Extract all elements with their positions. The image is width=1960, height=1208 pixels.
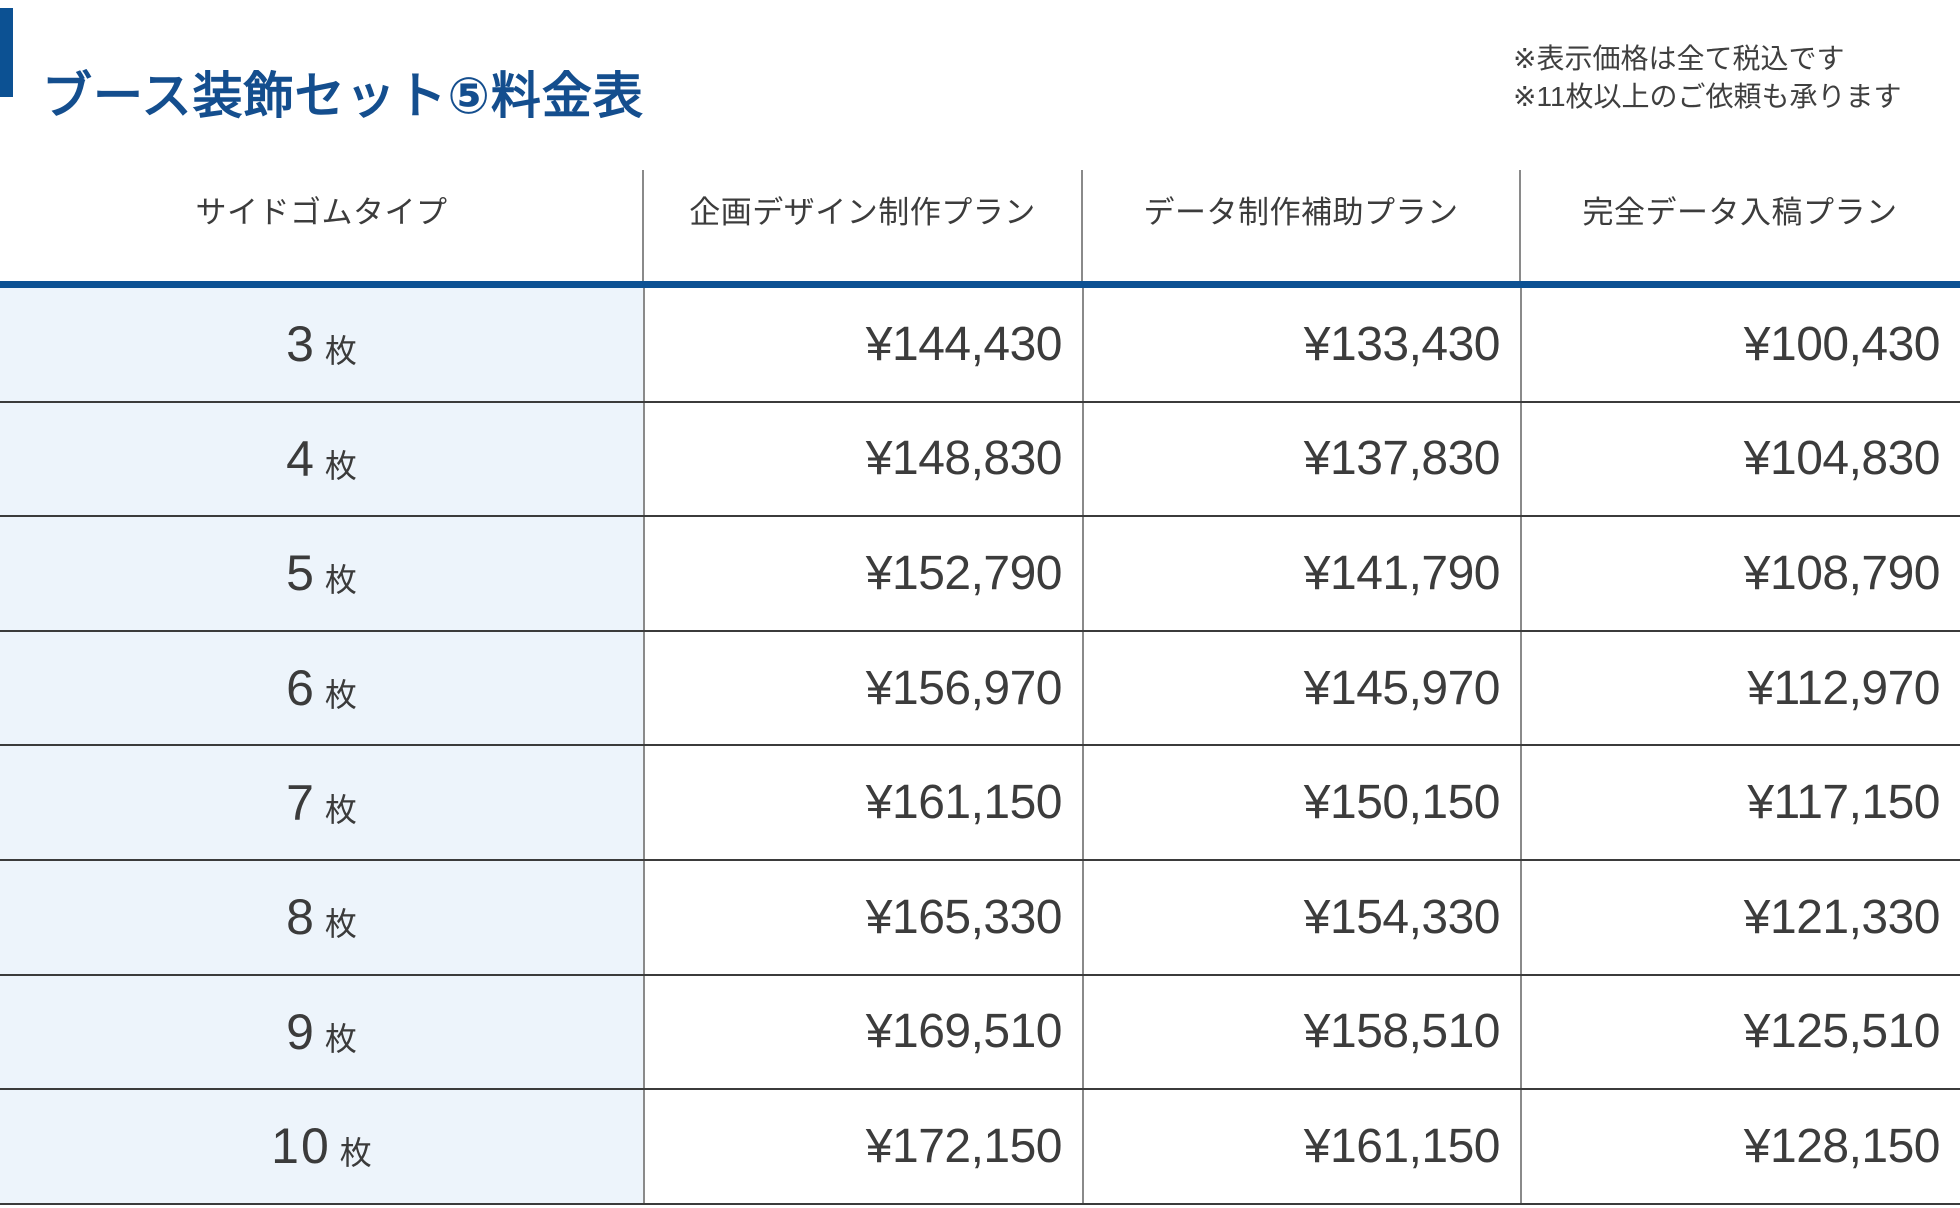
sheet-count-value: 8 [286,889,316,946]
table-row: 10 枚 ¥172,150 ¥161,150 ¥128,150 [0,1090,1960,1205]
table-row: 3 枚 ¥144,430 ¥133,430 ¥100,430 [0,288,1960,403]
table-body: 3 枚 ¥144,430 ¥133,430 ¥100,430 4 枚 ¥148,830 ¥137… [0,288,1960,1205]
sheet-count-unit: 枚 [324,447,357,484]
header-separator-rule [0,281,1960,288]
title-accent-bar [0,8,13,97]
table-row: 4 枚 ¥148,830 ¥137,830 ¥104,830 [0,402,1960,518]
note-more-sheets: ※11枚以上のご依頼も承ります [1513,81,1902,112]
price-notes: ※表示価格は全て税込です ※11枚以上のご依頼も承ります [1513,40,1902,116]
table-row: 5 枚 ¥152,790 ¥141,790 ¥108,790 [0,517,1960,632]
column-header-plan-full-data: 完全データ入稿プラン [1519,137,1960,281]
price-cell-plan-data-assist: ¥141,790 [1082,517,1520,630]
sheet-count-value: 4 [286,430,316,487]
sheet-count-unit: 枚 [324,333,357,370]
column-header-type: サイドゴムタイプ [195,194,448,230]
price-cell-plan-data-assist: ¥145,970 [1082,631,1520,745]
price-cell-plan-data-assist: ¥133,430 [1082,288,1520,401]
price-cell-plan-full-data: ¥117,150 [1520,746,1960,859]
page-title: ブース装飾セット⑤料金表 [42,67,644,124]
sheet-count-unit: 枚 [324,906,357,943]
price-cell-plan-data-assist: ¥150,150 [1082,746,1520,859]
price-cell-plan-full-data: ¥128,150 [1520,1090,1960,1203]
price-cell-plan-design: ¥169,510 [643,975,1082,1089]
sheet-count-cell: 10 枚 [0,1090,643,1203]
table-row: 8 枚 ¥165,330 ¥154,330 ¥121,330 [0,860,1960,976]
price-cell-plan-design: ¥172,150 [643,1090,1082,1203]
sheet-count-unit: 枚 [324,1020,357,1057]
price-cell-plan-design: ¥161,150 [643,746,1082,859]
table-header-row: サイドゴムタイプ 企画デザイン制作プラン データ制作補助プラン 完全データ入稿プ… [0,137,1960,281]
price-cell-plan-data-assist: ¥158,510 [1082,975,1520,1089]
price-cell-plan-design: ¥152,790 [643,517,1082,630]
price-cell-plan-design: ¥156,970 [643,631,1082,745]
price-cell-plan-data-assist: ¥137,830 [1082,402,1520,516]
sheet-count-value: 3 [286,316,316,373]
table-row: 6 枚 ¥156,970 ¥145,970 ¥112,970 [0,631,1960,747]
price-cell-plan-full-data: ¥125,510 [1520,975,1960,1089]
price-cell-plan-full-data: ¥121,330 [1520,860,1960,974]
price-cell-plan-design: ¥144,430 [643,288,1082,401]
price-cell-plan-design: ¥165,330 [643,860,1082,974]
sheet-count-unit: 枚 [324,791,357,828]
sheet-count-value: 5 [286,545,316,602]
column-header-plan-data-assist: データ制作補助プラン [1081,137,1520,281]
price-cell-plan-full-data: ¥108,790 [1520,517,1960,630]
sheet-count-value: 10 [271,1118,331,1175]
sheet-count-value: 7 [286,774,316,831]
price-cell-plan-full-data: ¥112,970 [1520,631,1960,745]
price-cell-plan-data-assist: ¥154,330 [1082,860,1520,974]
sheet-count-value: 6 [286,660,316,717]
price-cell-plan-full-data: ¥104,830 [1520,402,1960,516]
price-cell-plan-design: ¥148,830 [643,402,1082,516]
sheet-count-unit: 枚 [324,677,357,714]
price-cell-plan-full-data: ¥100,430 [1520,288,1960,401]
price-table: サイドゴムタイプ 企画デザイン制作プラン データ制作補助プラン 完全データ入稿プ… [0,137,1960,1205]
sheet-count-unit: 枚 [324,562,357,599]
note-tax-included: ※表示価格は全て税込です [1513,43,1845,74]
sheet-count-unit: 枚 [339,1135,372,1172]
sheet-count-value: 9 [286,1003,316,1060]
column-header-plan-design: 企画デザイン制作プラン [642,137,1082,281]
table-row: 7 枚 ¥161,150 ¥150,150 ¥117,150 [0,746,1960,861]
table-row: 9 枚 ¥169,510 ¥158,510 ¥125,510 [0,975,1960,1091]
price-cell-plan-data-assist: ¥161,150 [1082,1090,1520,1203]
